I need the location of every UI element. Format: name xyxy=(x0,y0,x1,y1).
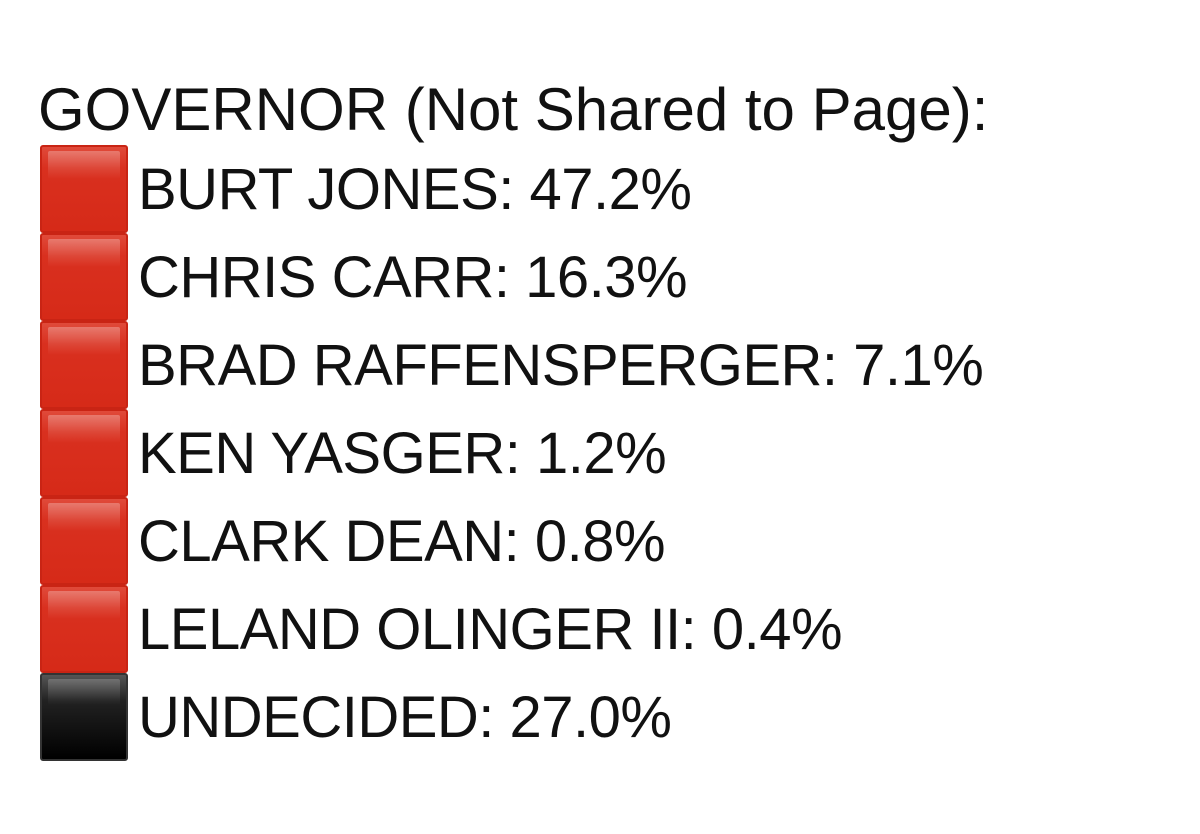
red-square-icon xyxy=(40,233,128,321)
candidate-result: LELAND OLINGER II: 0.4% xyxy=(138,596,843,662)
black-square-icon xyxy=(40,673,128,761)
red-square-icon xyxy=(40,321,128,409)
candidate-result: CHRIS CARR: 16.3% xyxy=(138,244,688,310)
candidate-result: CLARK DEAN: 0.8% xyxy=(138,508,666,574)
candidate-result: BURT JONES: 47.2% xyxy=(138,156,692,222)
candidate-result: BRAD RAFFENSPERGER: 7.1% xyxy=(138,332,984,398)
poll-title: GOVERNOR (Not Shared to Page): xyxy=(38,76,989,143)
red-square-icon xyxy=(40,497,128,585)
list-item: LELAND OLINGER II: 0.4% xyxy=(40,585,983,673)
list-item: BURT JONES: 47.2% xyxy=(40,145,983,233)
candidate-result: KEN YASGER: 1.2% xyxy=(138,420,667,486)
red-square-icon xyxy=(40,145,128,233)
red-square-icon xyxy=(40,409,128,497)
list-item: CHRIS CARR: 16.3% xyxy=(40,233,983,321)
undecided-result: UNDECIDED: 27.0% xyxy=(138,684,672,750)
list-item: CLARK DEAN: 0.8% xyxy=(40,497,983,585)
red-square-icon xyxy=(40,585,128,673)
list-item: KEN YASGER: 1.2% xyxy=(40,409,983,497)
results-list: BURT JONES: 47.2% CHRIS CARR: 16.3% BRAD… xyxy=(40,145,984,761)
list-item: UNDECIDED: 27.0% xyxy=(40,673,983,761)
list-item: BRAD RAFFENSPERGER: 7.1% xyxy=(40,321,984,409)
